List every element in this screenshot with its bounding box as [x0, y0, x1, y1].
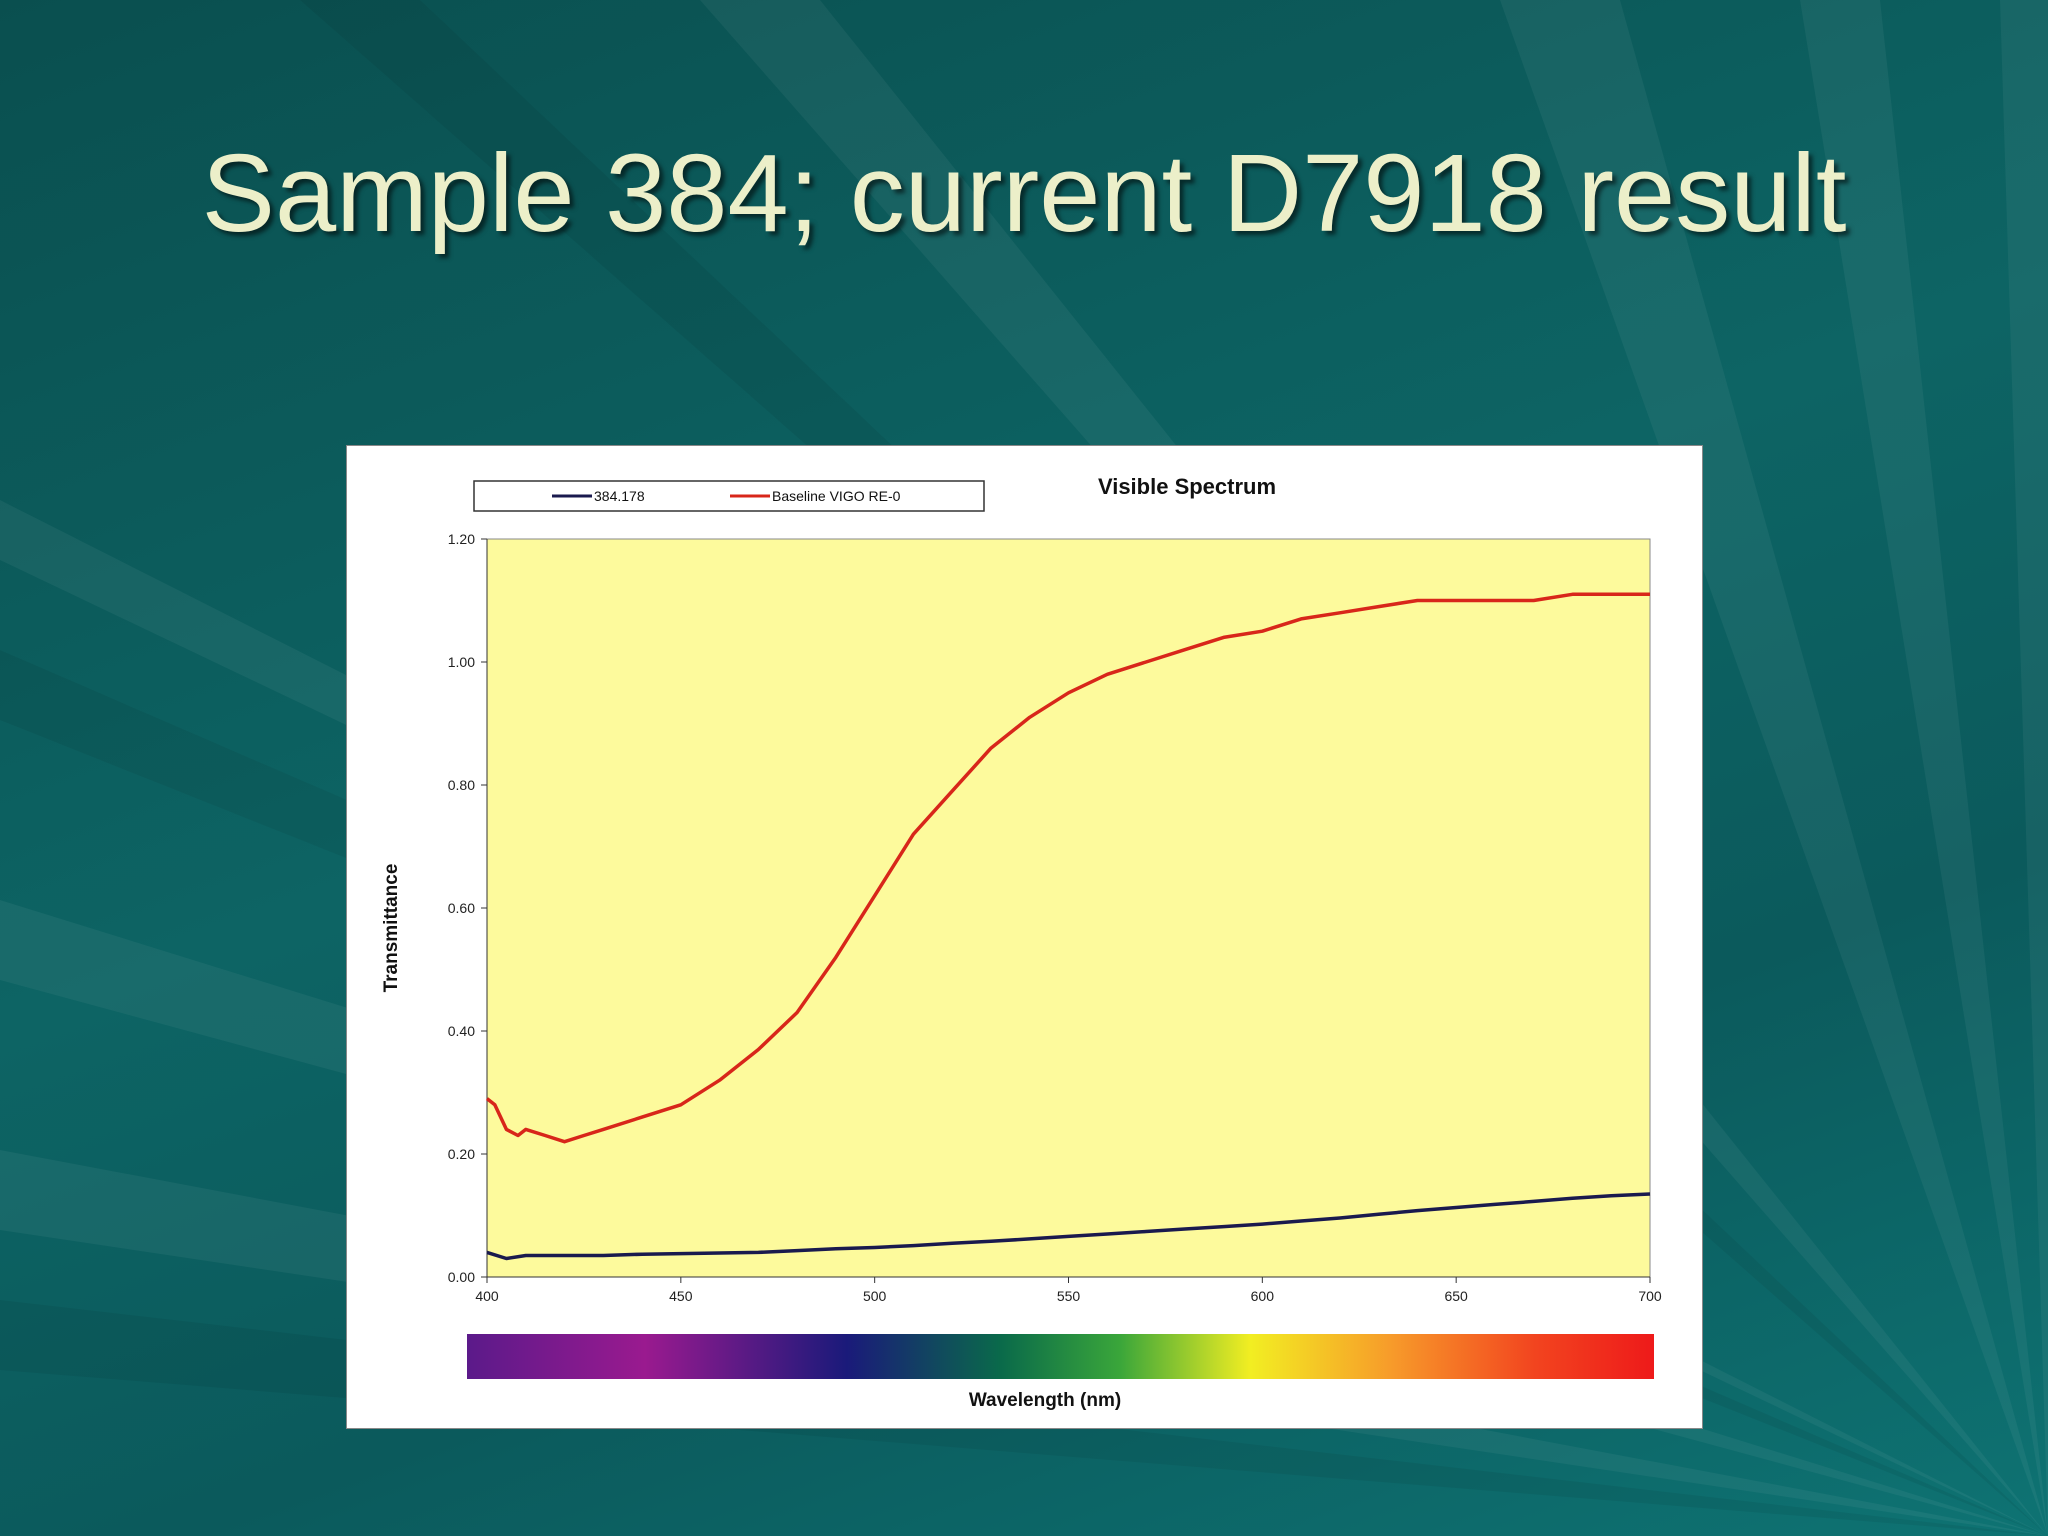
y-tick-label: 0.40 [448, 1023, 475, 1039]
y-tick-label: 0.80 [448, 777, 475, 793]
wavelength-color-bar [467, 1334, 1654, 1379]
legend-box [473, 480, 985, 512]
x-tick-label: 400 [475, 1288, 499, 1304]
y-tick-label: 1.00 [448, 654, 475, 670]
x-tick-label: 700 [1638, 1288, 1662, 1304]
chart-title: Visible Spectrum [1098, 474, 1276, 499]
x-tick-label: 550 [1057, 1288, 1081, 1304]
x-tick-label: 650 [1444, 1288, 1468, 1304]
y-axis-title: Transmittance [381, 864, 402, 993]
y-axis: 0.00 0.20 0.40 0.60 0.80 1.00 1.20 [448, 531, 488, 1285]
x-tick-label: 600 [1251, 1288, 1275, 1304]
y-tick-label: 0.60 [448, 900, 475, 916]
y-tick-label: 0.20 [448, 1146, 475, 1162]
x-axis-title: Wavelength (nm) [969, 1390, 1121, 1411]
series-line-sample [486, 1192, 1651, 1261]
y-tick-label: 1.20 [448, 531, 475, 547]
legend-label-sample: 384.178 [594, 488, 645, 504]
series-layer [485, 592, 1651, 1261]
series-line-baseline [485, 592, 1650, 1144]
slide-title: Sample 384; current D7918 result [201, 132, 1847, 255]
x-tick-label: 500 [863, 1288, 887, 1304]
legend-label-baseline: Baseline VIGO RE-0 [772, 488, 901, 504]
chart-card: 0.00 0.20 0.40 0.60 0.80 1.00 1.20 400 450 500 55… [346, 445, 1703, 1429]
x-axis: 400 450 500 550 600 650 700 [475, 1276, 1662, 1304]
x-tick-label: 450 [669, 1288, 693, 1304]
chart: 0.00 0.20 0.40 0.60 0.80 1.00 1.20 400 450 500 55… [381, 474, 1662, 1411]
plot-area [486, 538, 1651, 1278]
y-tick-label: 0.00 [448, 1269, 475, 1285]
legend: 384.178 Baseline VIGO RE-0 [473, 480, 985, 512]
